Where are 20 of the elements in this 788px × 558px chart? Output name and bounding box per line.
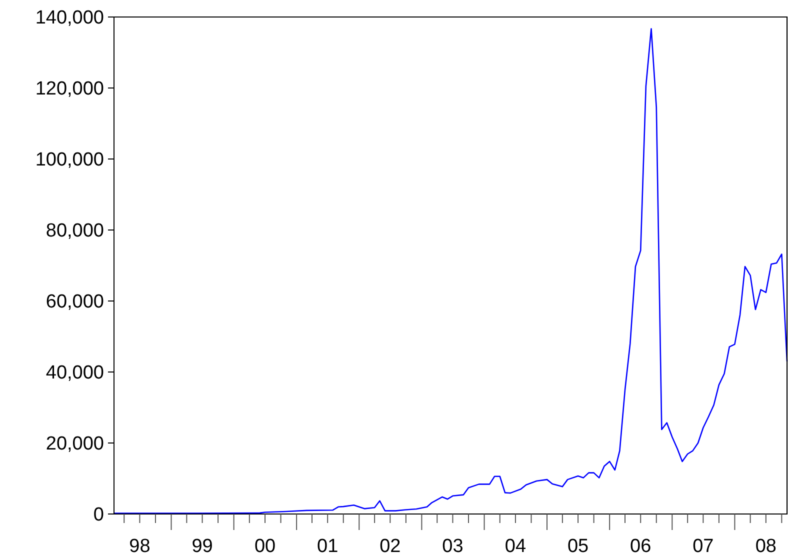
x-tick-label: 05	[567, 536, 589, 557]
y-tick-label: 80,000	[46, 220, 104, 242]
y-tick-label: 0	[93, 504, 104, 526]
x-tick-label: 00	[254, 536, 276, 557]
y-tick-label: 40,000	[46, 362, 104, 384]
y-tick-label: 100,000	[35, 150, 104, 171]
line-series	[113, 28, 788, 514]
y-tick-label: 140,000	[35, 8, 104, 29]
x-tick-label: 07	[692, 536, 714, 557]
x-tick-label: 08	[755, 536, 776, 557]
x-tick-label: 98	[129, 536, 150, 557]
x-tick-label: 06	[630, 536, 652, 557]
x-tick-label: 04	[504, 536, 526, 557]
y-tick-label: 120,000	[35, 78, 104, 100]
y-tick-label: 20,000	[46, 434, 104, 455]
x-tick-label: 03	[442, 536, 464, 557]
x-tick-label: 99	[192, 536, 213, 557]
y-tick-label: 60,000	[46, 292, 104, 313]
x-tick-label: 02	[380, 536, 401, 557]
x-tick-label: 01	[317, 536, 338, 557]
